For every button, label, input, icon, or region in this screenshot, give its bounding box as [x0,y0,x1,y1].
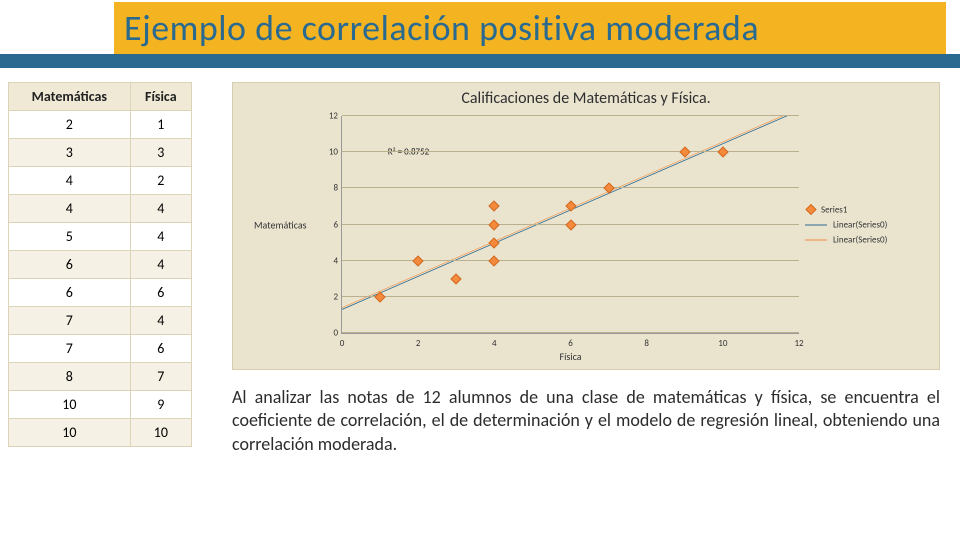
table-cell: 10 [9,419,131,447]
legend-trend-1: Linear(Series0) [805,219,933,230]
table-row: 21 [9,111,192,139]
y-tick: 10 [318,147,338,158]
legend-label: Linear(Series0) [833,234,887,245]
x-axis-label: Física [559,350,581,363]
x-tick: 0 [340,338,345,349]
line-icon [805,239,827,240]
y-tick: 6 [318,219,338,230]
gridline [342,296,799,297]
diamond-icon [805,204,816,215]
data-point [717,147,728,158]
x-tick: 8 [644,338,649,349]
table-row: 1010 [9,419,192,447]
table-row: 74 [9,307,192,335]
chart-legend: Series1 Linear(Series0) Linear(Series0) [805,200,933,249]
line-icon [805,224,827,225]
table-row: 44 [9,195,192,223]
legend-series: Series1 [805,204,933,215]
table-row: 66 [9,279,192,307]
table-cell: 7 [9,307,131,335]
table-cell: 4 [9,167,131,195]
data-point [451,273,462,284]
table-cell: 6 [130,279,191,307]
data-point [489,255,500,266]
data-table: MatemáticasFísica 2133424454646674768710… [8,82,192,447]
table-cell: 2 [9,111,131,139]
data-point [412,255,423,266]
table-row: 87 [9,363,192,391]
table-cell: 5 [9,223,131,251]
y-tick: 4 [318,255,338,266]
data-point [565,201,576,212]
table-row: 54 [9,223,192,251]
y-tick: 2 [318,291,338,302]
description-text: Al analizar las notas de 12 alumnos de u… [232,386,940,456]
data-point [489,219,500,230]
table-cell: 7 [9,335,131,363]
table-cell: 4 [130,251,191,279]
table-cell: 6 [130,335,191,363]
x-tick: 6 [568,338,573,349]
table-cell: 6 [9,251,131,279]
table-header: Matemáticas [9,83,131,111]
data-point [603,183,614,194]
scatter-chart: Calificaciones de Matemáticas y Física. … [232,82,940,370]
table-cell: 4 [130,195,191,223]
table-cell: 6 [9,279,131,307]
table-cell: 4 [130,223,191,251]
table-cell: 4 [130,307,191,335]
table-cell: 10 [9,391,131,419]
table-cell: 1 [130,111,191,139]
gridline [342,151,799,152]
table-row: 42 [9,167,192,195]
slide-title: Ejemplo de correlación positiva moderada [124,6,759,50]
legend-label: Linear(Series0) [833,219,887,230]
y-axis-label: Matemáticas [254,218,307,231]
data-point [679,147,690,158]
x-tick: 4 [492,338,497,349]
r-squared-label: R² = 0.8752 [388,147,430,158]
data-point [489,237,500,248]
x-tick: 2 [416,338,421,349]
table-row: 76 [9,335,192,363]
gridline [342,187,799,188]
x-tick: 10 [718,338,727,349]
table-row: 33 [9,139,192,167]
table-cell: 8 [9,363,131,391]
gridline [342,332,799,333]
table-cell: 4 [9,195,131,223]
table-cell: 3 [130,139,191,167]
table-cell: 3 [9,139,131,167]
legend-trend-2: Linear(Series0) [805,234,933,245]
table-cell: 7 [130,363,191,391]
x-tick: 12 [794,338,803,349]
table-cell: 10 [130,419,191,447]
accent-strip [0,54,960,68]
gridline [342,260,799,261]
gridline [342,115,799,116]
y-tick: 0 [318,328,338,339]
y-tick: 12 [318,111,338,122]
legend-label: Series1 [821,204,847,215]
table-header: Física [130,83,191,111]
table-row: 64 [9,251,192,279]
data-point [565,219,576,230]
y-tick: 8 [318,183,338,194]
table-cell: 2 [130,167,191,195]
title-bar: Ejemplo de correlación positiva moderada [114,2,946,54]
table-row: 109 [9,391,192,419]
data-point [374,291,385,302]
data-point [489,201,500,212]
chart-title: Calificaciones de Matemáticas y Física. [233,83,939,110]
table-cell: 9 [130,391,191,419]
plot-area: Matemáticas Física R² = 0.8752 Series1 L… [341,116,799,334]
